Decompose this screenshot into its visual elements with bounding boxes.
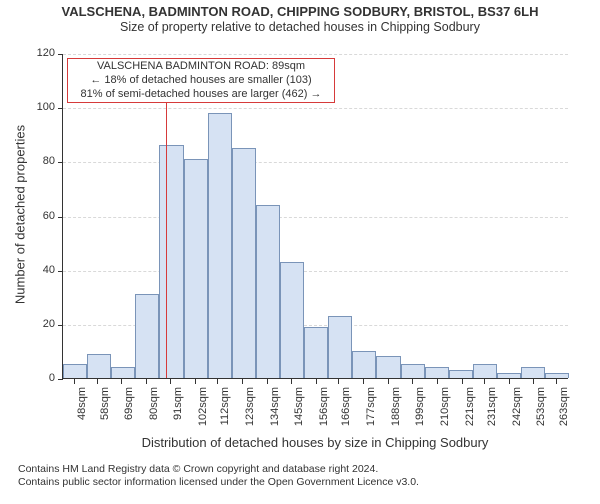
y-tick-mark bbox=[58, 217, 63, 218]
histogram-bar bbox=[376, 356, 400, 378]
x-tick-mark bbox=[267, 379, 268, 384]
x-tick-mark bbox=[195, 379, 196, 384]
footer-line-2: Contains public sector information licen… bbox=[18, 476, 419, 489]
y-gridline bbox=[63, 108, 568, 109]
x-tick-label: 242sqm bbox=[511, 387, 523, 437]
annotation-line-2: ← 18% of detached houses are smaller (10… bbox=[70, 74, 332, 88]
histogram-bar bbox=[280, 262, 304, 378]
marker-line bbox=[166, 80, 167, 378]
x-tick-label: 123sqm bbox=[244, 387, 256, 437]
histogram-bar bbox=[521, 367, 545, 378]
chart-title: VALSCHENA, BADMINTON ROAD, CHIPPING SODB… bbox=[0, 4, 600, 19]
histogram-bar bbox=[328, 316, 352, 378]
y-gridline bbox=[63, 54, 568, 55]
y-tick-label: 60 bbox=[25, 210, 55, 222]
histogram-bar bbox=[256, 205, 280, 378]
annotation-box: VALSCHENA BADMINTON ROAD: 89sqm ← 18% of… bbox=[67, 58, 335, 103]
x-tick-mark bbox=[437, 379, 438, 384]
x-tick-label: 48sqm bbox=[76, 387, 88, 437]
y-tick-mark bbox=[58, 162, 63, 163]
histogram-bar bbox=[184, 159, 208, 378]
histogram-bar bbox=[545, 373, 569, 378]
x-axis-label: Distribution of detached houses by size … bbox=[62, 435, 568, 450]
x-tick-label: 231sqm bbox=[486, 387, 498, 437]
y-gridline bbox=[63, 162, 568, 163]
histogram-bar bbox=[63, 364, 87, 378]
x-tick-mark bbox=[509, 379, 510, 384]
x-tick-label: 210sqm bbox=[439, 387, 451, 437]
y-tick-mark bbox=[58, 325, 63, 326]
histogram-bar bbox=[135, 294, 159, 378]
x-tick-label: 199sqm bbox=[414, 387, 426, 437]
x-tick-label: 188sqm bbox=[390, 387, 402, 437]
x-tick-mark bbox=[291, 379, 292, 384]
x-tick-label: 166sqm bbox=[340, 387, 352, 437]
y-tick-label: 0 bbox=[25, 372, 55, 384]
histogram-bar bbox=[497, 373, 521, 378]
x-tick-label: 58sqm bbox=[99, 387, 111, 437]
y-tick-label: 100 bbox=[25, 101, 55, 113]
x-tick-label: 102sqm bbox=[197, 387, 209, 437]
x-tick-label: 91sqm bbox=[172, 387, 184, 437]
y-tick-label: 20 bbox=[25, 318, 55, 330]
y-tick-mark bbox=[58, 108, 63, 109]
x-tick-mark bbox=[533, 379, 534, 384]
x-tick-mark bbox=[316, 379, 317, 384]
histogram-bar bbox=[159, 145, 183, 378]
y-tick-mark bbox=[58, 271, 63, 272]
footer-attribution: Contains HM Land Registry data © Crown c… bbox=[18, 463, 419, 489]
x-tick-mark bbox=[170, 379, 171, 384]
annotation-line-3: 81% of semi-detached houses are larger (… bbox=[70, 88, 332, 102]
chart-subtitle: Size of property relative to detached ho… bbox=[0, 20, 600, 34]
y-tick-label: 120 bbox=[25, 47, 55, 59]
y-gridline bbox=[63, 271, 568, 272]
x-tick-mark bbox=[338, 379, 339, 384]
x-tick-mark bbox=[97, 379, 98, 384]
footer-line-1: Contains HM Land Registry data © Crown c… bbox=[18, 463, 419, 476]
histogram-bar bbox=[232, 148, 256, 378]
y-tick-label: 80 bbox=[25, 155, 55, 167]
histogram-bar bbox=[352, 351, 376, 378]
histogram-bar bbox=[304, 327, 328, 378]
x-tick-mark bbox=[146, 379, 147, 384]
x-tick-mark bbox=[556, 379, 557, 384]
histogram-bar bbox=[87, 354, 111, 378]
x-tick-mark bbox=[74, 379, 75, 384]
x-tick-label: 263sqm bbox=[558, 387, 570, 437]
x-tick-mark bbox=[242, 379, 243, 384]
histogram-bar bbox=[111, 367, 135, 378]
y-gridline bbox=[63, 217, 568, 218]
x-tick-mark bbox=[217, 379, 218, 384]
y-tick-mark bbox=[58, 54, 63, 55]
histogram-bar bbox=[401, 364, 425, 378]
x-tick-label: 69sqm bbox=[123, 387, 135, 437]
x-tick-label: 80sqm bbox=[148, 387, 160, 437]
x-tick-mark bbox=[484, 379, 485, 384]
x-tick-label: 177sqm bbox=[365, 387, 377, 437]
x-tick-label: 134sqm bbox=[269, 387, 281, 437]
histogram-bar bbox=[425, 367, 449, 378]
histogram-bar bbox=[473, 364, 497, 378]
y-tick-label: 40 bbox=[25, 264, 55, 276]
histogram-bar bbox=[449, 370, 473, 378]
x-tick-mark bbox=[388, 379, 389, 384]
x-tick-mark bbox=[412, 379, 413, 384]
x-tick-label: 221sqm bbox=[464, 387, 476, 437]
x-tick-label: 156sqm bbox=[318, 387, 330, 437]
x-tick-mark bbox=[121, 379, 122, 384]
y-tick-mark bbox=[58, 379, 63, 380]
annotation-line-1: VALSCHENA BADMINTON ROAD: 89sqm bbox=[70, 60, 332, 74]
x-tick-label: 253sqm bbox=[535, 387, 547, 437]
x-tick-mark bbox=[363, 379, 364, 384]
x-tick-label: 145sqm bbox=[293, 387, 305, 437]
x-tick-mark bbox=[462, 379, 463, 384]
x-tick-label: 112sqm bbox=[219, 387, 231, 437]
histogram-bar bbox=[208, 113, 232, 378]
